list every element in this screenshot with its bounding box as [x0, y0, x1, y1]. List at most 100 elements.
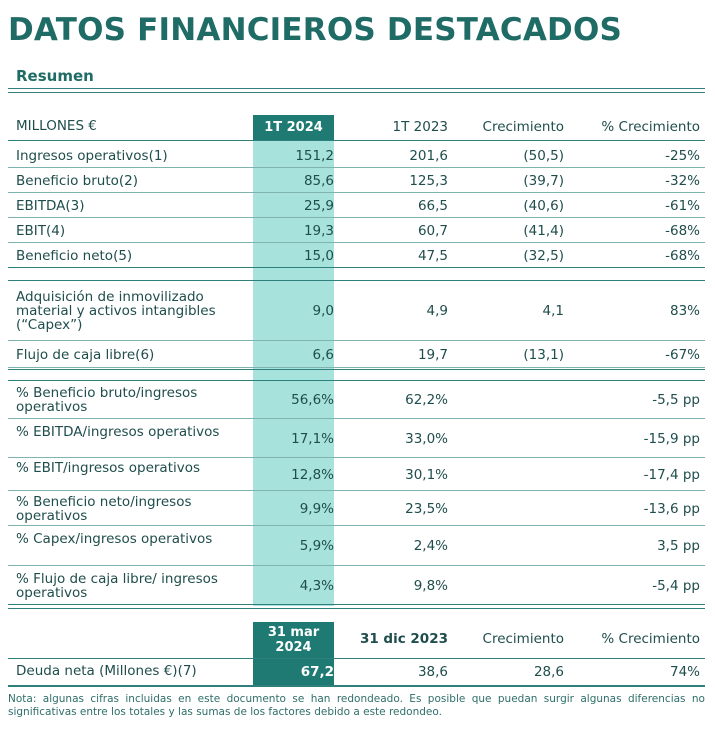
row-value-prior: 4,9: [426, 303, 448, 319]
row-value-growth-pct: -67%: [665, 347, 700, 363]
row-divider: [8, 217, 705, 218]
divider: [8, 280, 705, 281]
row-value-growth: (13,1): [523, 347, 564, 363]
row-label: Deuda neta (Millones €)(7): [16, 663, 197, 679]
divider: [8, 608, 705, 609]
table-row: Ingresos operativos(1) 151,2 201,6 (50,5) -2…: [8, 143, 705, 168]
row-divider: [8, 340, 705, 341]
row-divider: [8, 490, 705, 491]
row-label: EBIT(4): [16, 223, 66, 239]
table-row: % Capex/ingresos operativos 5,9% 2,4% 3,5 p…: [8, 526, 705, 566]
row-value-current: 15,0: [303, 248, 334, 264]
row-divider: [8, 418, 705, 419]
page-title: DATOS FINANCIEROS DESTACADOS: [8, 12, 623, 48]
table-row: Adquisición de inmovilizado material y a…: [8, 281, 705, 341]
row-value-growth-pct: 83%: [669, 303, 700, 319]
row-value-growth-pct: -13,6 pp: [643, 501, 700, 517]
row-label: Beneficio bruto(2): [16, 173, 139, 189]
table-header-row: MILLONES € 1T 2023 Crecimiento % Crecimi…: [8, 119, 705, 137]
row-value-growth: (32,5): [523, 248, 564, 264]
header-prior-date: 31 dic 2023: [359, 631, 448, 647]
row-label: Adquisición de inmovilizado material y a…: [16, 289, 216, 333]
table-row: Flujo de caja libre(6) 6,6 19,7 (13,1) -67%: [8, 341, 705, 368]
table-row: Deuda neta (Millones €)(7) 67,2 38,6 28,…: [8, 664, 705, 682]
row-value-growth: (39,7): [523, 173, 564, 189]
row-value-growth-pct: -15,9 pp: [643, 431, 700, 447]
row-value-growth-pct: -68%: [665, 248, 700, 264]
row-divider: [8, 367, 705, 368]
row-divider: [8, 242, 705, 243]
row-value-prior: 60,7: [417, 223, 448, 239]
header-prior-period: 1T 2023: [392, 119, 448, 135]
row-value-growth-pct: -61%: [665, 198, 700, 214]
divider: [8, 658, 705, 659]
section-subtitle: Resumen: [16, 67, 94, 85]
row-value-prior: 33,0%: [405, 431, 448, 447]
row-value-current: 12,8%: [291, 467, 334, 483]
row-value-prior: 125,3: [409, 173, 448, 189]
row-value-growth-pct: -17,4 pp: [643, 467, 700, 483]
row-value-growth: (41,4): [523, 223, 564, 239]
row-value-prior: 19,7: [417, 347, 448, 363]
table-row: % Flujo de caja libre/ ingresos operativ…: [8, 566, 705, 605]
row-label: Flujo de caja libre(6): [16, 347, 155, 363]
divider: [8, 267, 705, 268]
row-value-growth-pct: -32%: [665, 173, 700, 189]
row-value-current: 25,9: [303, 198, 334, 214]
row-divider: [8, 565, 705, 566]
row-label: % Flujo de caja libre/ ingresos operativ…: [16, 571, 218, 601]
header-growth: Crecimiento: [482, 631, 564, 647]
row-label: % EBIT/ingresos operativos: [16, 460, 201, 476]
row-value-current: 19,3: [303, 223, 334, 239]
row-label: % EBITDA/ingresos operativos: [16, 424, 220, 440]
row-value-prior: 30,1%: [405, 467, 448, 483]
row-label: Beneficio neto(5): [16, 248, 133, 264]
row-divider: [8, 525, 705, 526]
table-row: Beneficio neto(5) 15,0 47,5 (32,5) -68%: [8, 243, 705, 268]
table-row: EBIT(4) 19,3 60,7 (41,4) -68%: [8, 218, 705, 243]
row-value-prior: 38,6: [417, 664, 448, 680]
row-value-prior: 2,4%: [413, 538, 448, 554]
header-growth: Crecimiento: [482, 119, 564, 135]
row-value-current: 9,9%: [299, 501, 334, 517]
divider: [8, 685, 705, 687]
divider: [8, 369, 705, 370]
row-divider: [8, 192, 705, 193]
row-value-prior: 62,2%: [405, 392, 448, 408]
row-label: Ingresos operativos(1): [16, 148, 168, 164]
divider: [8, 92, 705, 93]
header-growth-pct: % Crecimiento: [601, 119, 700, 135]
row-label: EBITDA(3): [16, 198, 85, 214]
table-row: EBITDA(3) 25,9 66,5 (40,6) -61%: [8, 193, 705, 218]
row-value-prior: 47,5: [417, 248, 448, 264]
row-value-current: 151,2: [295, 148, 334, 164]
divider: [8, 88, 705, 89]
row-value-current: 5,9%: [299, 538, 334, 554]
row-divider: [8, 457, 705, 458]
table-row: % Beneficio neto/ingresos operativos 9,9%…: [8, 491, 705, 526]
header-growth-pct: % Crecimiento: [601, 631, 700, 647]
row-value-growth-pct: 74%: [669, 664, 700, 680]
row-value-growth-pct: -5,5 pp: [652, 392, 700, 408]
row-value-current: 6,6: [312, 347, 334, 363]
row-value-growth-pct: -68%: [665, 223, 700, 239]
row-value-growth-pct: -25%: [665, 148, 700, 164]
header-current-period: 1T 2024: [253, 115, 334, 140]
divider: [8, 604, 705, 605]
table-row: % Beneficio bruto/ingresos operativos 56,…: [8, 381, 705, 419]
row-value-current: 85,6: [303, 173, 334, 189]
row-label: % Capex/ingresos operativos: [16, 531, 213, 547]
table-row: Beneficio bruto(2) 85,6 125,3 (39,7) -32%: [8, 168, 705, 193]
row-value-prior: 9,8%: [413, 578, 448, 594]
header-current-date: 31 mar 2024: [253, 622, 334, 658]
footnote: Nota: algunas cifras incluidas en este d…: [8, 693, 705, 718]
row-value-growth: 28,6: [533, 664, 564, 680]
net-debt-highlight: [253, 659, 334, 685]
table-row: % EBIT/ingresos operativos 12,8% 30,1% -17,…: [8, 458, 705, 491]
row-value-growth: 4,1: [542, 303, 564, 319]
row-value-current: 17,1%: [291, 431, 334, 447]
row-divider: [8, 167, 705, 168]
row-value-prior: 66,5: [417, 198, 448, 214]
row-label: % Beneficio bruto/ingresos operativos: [16, 385, 198, 415]
row-value-growth-pct: 3,5 pp: [657, 538, 700, 554]
